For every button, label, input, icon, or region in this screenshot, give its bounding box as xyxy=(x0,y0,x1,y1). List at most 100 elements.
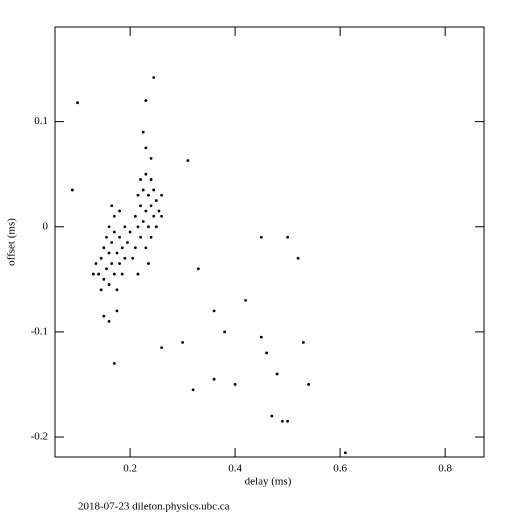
point xyxy=(160,214,163,218)
y-tick-label: -0.2 xyxy=(31,431,48,443)
y-tick-label: 0.1 xyxy=(34,115,48,127)
point xyxy=(223,330,227,334)
point xyxy=(115,251,119,255)
point xyxy=(154,199,158,202)
point xyxy=(115,288,119,292)
point xyxy=(126,241,129,244)
point xyxy=(112,214,116,218)
point xyxy=(102,277,106,281)
point xyxy=(212,377,216,381)
point xyxy=(112,272,116,276)
point xyxy=(147,193,150,197)
point xyxy=(259,335,263,339)
point xyxy=(115,309,119,313)
point xyxy=(70,188,74,192)
point xyxy=(139,178,142,181)
point xyxy=(105,235,108,239)
point xyxy=(275,372,279,376)
point xyxy=(149,178,153,181)
point xyxy=(107,319,111,323)
point xyxy=(136,193,140,197)
footer: 2018-07-23 dileton.physics.ubc.ca xyxy=(78,501,230,512)
point xyxy=(154,225,158,229)
point xyxy=(139,235,142,239)
point xyxy=(105,267,108,271)
plot-frame xyxy=(54,26,485,458)
point xyxy=(191,388,195,392)
point xyxy=(107,251,111,255)
point xyxy=(102,314,106,318)
point xyxy=(110,262,114,265)
point xyxy=(91,272,95,276)
point xyxy=(76,101,79,105)
point xyxy=(110,241,114,244)
point xyxy=(149,157,153,160)
point xyxy=(99,256,103,260)
point xyxy=(152,188,156,192)
point xyxy=(112,230,116,234)
x-tick-label: 0.2 xyxy=(123,463,137,475)
point xyxy=(107,225,111,229)
point xyxy=(196,267,200,271)
point xyxy=(270,414,274,418)
y-tick-label: -0.1 xyxy=(31,325,48,337)
point xyxy=(144,246,148,250)
point xyxy=(160,346,163,350)
point xyxy=(144,99,148,102)
point xyxy=(160,193,163,197)
point xyxy=(343,451,347,455)
x-tick-label: 0.6 xyxy=(333,463,347,475)
x-tick-label: 0.4 xyxy=(228,463,242,475)
point xyxy=(123,256,127,260)
point xyxy=(141,220,145,223)
point xyxy=(286,235,290,239)
point xyxy=(147,225,150,229)
point xyxy=(133,214,137,218)
point xyxy=(149,235,153,239)
point xyxy=(139,204,142,208)
point xyxy=(212,309,216,313)
point xyxy=(244,298,248,302)
point xyxy=(233,383,237,386)
point xyxy=(186,159,190,162)
point xyxy=(265,351,269,355)
point xyxy=(296,256,300,260)
point xyxy=(144,209,148,213)
point xyxy=(141,188,145,192)
point xyxy=(181,341,184,344)
point xyxy=(128,230,132,234)
point xyxy=(144,172,148,176)
point xyxy=(286,419,290,423)
y-tick-label: 0 xyxy=(43,220,49,232)
point xyxy=(97,272,100,276)
point xyxy=(99,288,103,292)
y-axis-label: offset (ms) xyxy=(6,218,18,266)
point xyxy=(152,76,156,79)
point xyxy=(280,419,284,423)
point xyxy=(157,209,161,213)
point xyxy=(102,246,106,250)
point xyxy=(301,341,305,344)
point xyxy=(141,130,145,134)
point xyxy=(112,362,116,365)
x-tick-label: 0.8 xyxy=(438,463,452,475)
point xyxy=(133,246,137,250)
point xyxy=(136,225,140,229)
point xyxy=(131,256,135,260)
point xyxy=(144,146,148,150)
point xyxy=(152,214,156,218)
point xyxy=(259,235,263,239)
point xyxy=(118,235,121,239)
point xyxy=(120,246,124,250)
point xyxy=(149,204,153,208)
point xyxy=(120,272,124,276)
point xyxy=(147,262,150,265)
point xyxy=(118,262,121,265)
x-axis-label: delay (ms) xyxy=(245,476,292,488)
point xyxy=(123,225,127,229)
point xyxy=(94,262,98,265)
point xyxy=(107,283,111,286)
point xyxy=(110,204,114,208)
point xyxy=(118,209,121,213)
